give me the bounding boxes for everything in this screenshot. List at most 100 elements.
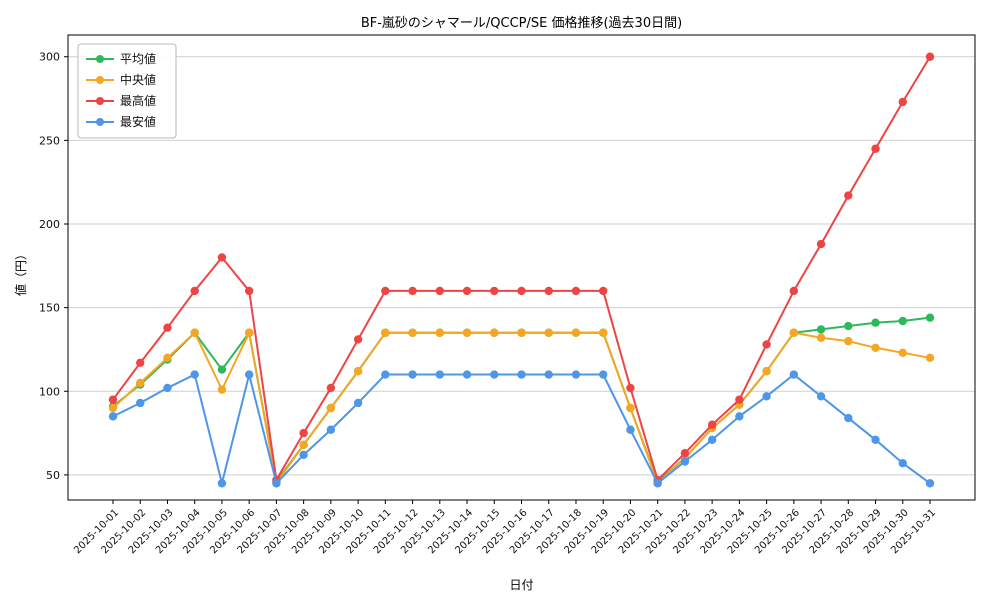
- data-point: [925, 313, 935, 322]
- y-axis-ticks: 50 100 150 200 250 300: [39, 51, 68, 482]
- data-point: [190, 328, 199, 337]
- data-point: [680, 457, 690, 466]
- data-point: [544, 286, 553, 296]
- data-point: [544, 370, 553, 379]
- data-point: [490, 370, 499, 379]
- data-point: [844, 413, 853, 423]
- data-point: [353, 335, 363, 344]
- data-point: [517, 286, 526, 296]
- data-point: [571, 328, 581, 337]
- legend-label: 平均値: [120, 51, 156, 66]
- series-3: [108, 370, 935, 488]
- data-point: [299, 440, 308, 450]
- data-point: [217, 385, 227, 394]
- y-tick-label: 50: [46, 469, 60, 482]
- data-point: [217, 253, 227, 262]
- data-point: [353, 367, 363, 376]
- legend-marker-dot: [96, 76, 104, 84]
- data-point: [844, 336, 853, 346]
- data-point: [408, 370, 417, 379]
- legend-marker-dot: [96, 55, 104, 63]
- x-axis-ticks: 2025-10-012025-10-022025-10-032025-10-04…: [72, 500, 938, 556]
- data-point: [871, 318, 880, 327]
- data-point: [244, 370, 254, 379]
- data-point: [217, 365, 227, 374]
- legend-box: [77, 43, 177, 139]
- series-2: [108, 52, 935, 485]
- data-point: [108, 412, 118, 421]
- data-point: [735, 395, 744, 404]
- legend-label: 最高値: [120, 93, 156, 108]
- data-point: [898, 348, 907, 358]
- data-point: [789, 370, 799, 379]
- series-line-2: [112, 56, 931, 481]
- data-point: [326, 383, 336, 393]
- data-point: [626, 383, 635, 393]
- data-point: [571, 370, 581, 379]
- data-point: [163, 353, 172, 363]
- data-point: [816, 392, 826, 401]
- data-point: [326, 403, 336, 413]
- data-point: [898, 97, 907, 107]
- data-point: [925, 52, 935, 61]
- data-point: [816, 239, 826, 249]
- y-tick-label: 250: [39, 134, 60, 147]
- data-point: [599, 286, 608, 296]
- data-point: [871, 144, 880, 153]
- data-point: [707, 420, 717, 429]
- data-point: [871, 435, 880, 444]
- data-point: [816, 325, 826, 334]
- series-line-0: [112, 316, 931, 483]
- data-point: [925, 353, 935, 363]
- data-point: [381, 370, 390, 379]
- data-point: [326, 425, 336, 434]
- legend-label: 最安値: [120, 114, 156, 129]
- data-point: [408, 286, 417, 296]
- data-point: [735, 412, 744, 421]
- x-axis-label: 日付: [509, 578, 534, 592]
- legend-marker-dot: [96, 97, 104, 105]
- data-point: [435, 370, 444, 379]
- y-tick-label: 300: [39, 51, 60, 64]
- chart-title: BF-嵐砂のシャマール/QCCP/SE 価格推移(過去30日間): [360, 16, 683, 31]
- data-point: [190, 286, 199, 296]
- data-point: [108, 403, 118, 413]
- data-point: [108, 395, 118, 404]
- data-point: [626, 403, 635, 413]
- data-point: [626, 425, 635, 434]
- plot-border: [67, 34, 976, 501]
- data-point: [462, 286, 472, 296]
- data-point: [898, 316, 907, 326]
- data-point: [762, 392, 771, 401]
- y-tick-label: 150: [39, 302, 60, 315]
- data-point: [381, 286, 390, 296]
- data-point: [762, 340, 771, 349]
- data-point: [244, 286, 254, 296]
- y-tick-label: 100: [39, 385, 60, 398]
- data-point: [707, 435, 717, 444]
- series-1: [108, 328, 935, 488]
- data-point: [462, 370, 472, 379]
- data-point: [490, 328, 499, 337]
- data-point: [599, 328, 608, 337]
- data-point: [163, 383, 172, 393]
- data-point: [816, 333, 826, 342]
- data-point: [762, 367, 771, 376]
- series-line-1: [112, 331, 931, 485]
- data-point: [272, 479, 281, 488]
- data-point: [163, 323, 172, 332]
- series-0: [108, 313, 935, 486]
- data-point: [680, 448, 690, 458]
- data-point: [244, 328, 254, 337]
- data-point: [517, 370, 526, 379]
- data-point: [490, 286, 499, 296]
- y-axis-label: 値（円）: [14, 247, 28, 296]
- data-point: [136, 358, 145, 368]
- data-point: [353, 398, 363, 408]
- data-point: [871, 343, 880, 352]
- data-point: [299, 450, 308, 460]
- data-point: [462, 328, 472, 337]
- data-point: [789, 286, 799, 296]
